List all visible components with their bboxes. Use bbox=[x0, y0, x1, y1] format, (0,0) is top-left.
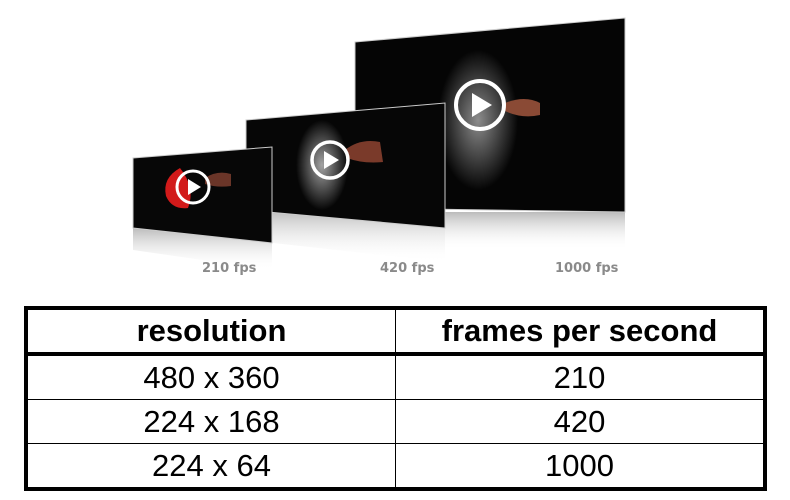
play-icon bbox=[310, 140, 350, 180]
table-row: 224 x 168 420 bbox=[25, 399, 766, 444]
cell-fps: 210 bbox=[395, 353, 766, 400]
header-resolution: resolution bbox=[25, 307, 396, 356]
resolution-fps-table: resolution frames per second 480 x 360 2… bbox=[24, 306, 767, 491]
fps-label: 1000 fps bbox=[555, 261, 619, 276]
cell-resolution: 224 x 64 bbox=[25, 443, 396, 490]
table-header-row: resolution frames per second bbox=[25, 307, 766, 356]
play-icon bbox=[454, 79, 506, 131]
preview-panel-420fps bbox=[245, 102, 446, 262]
preview-panel-210fps bbox=[132, 146, 273, 270]
cell-resolution: 480 x 360 bbox=[25, 353, 396, 400]
fps-label: 420 fps bbox=[380, 261, 435, 276]
cell-fps: 420 bbox=[395, 399, 766, 444]
play-icon bbox=[175, 169, 211, 205]
cell-fps: 1000 bbox=[395, 443, 766, 490]
fps-label: 210 fps bbox=[202, 261, 257, 276]
header-fps: frames per second bbox=[395, 307, 766, 356]
table-row: 224 x 64 1000 bbox=[25, 443, 766, 490]
video-previews-illustration bbox=[132, 17, 626, 270]
cell-resolution: 224 x 168 bbox=[25, 399, 396, 444]
table-row: 480 x 360 210 bbox=[25, 353, 766, 400]
